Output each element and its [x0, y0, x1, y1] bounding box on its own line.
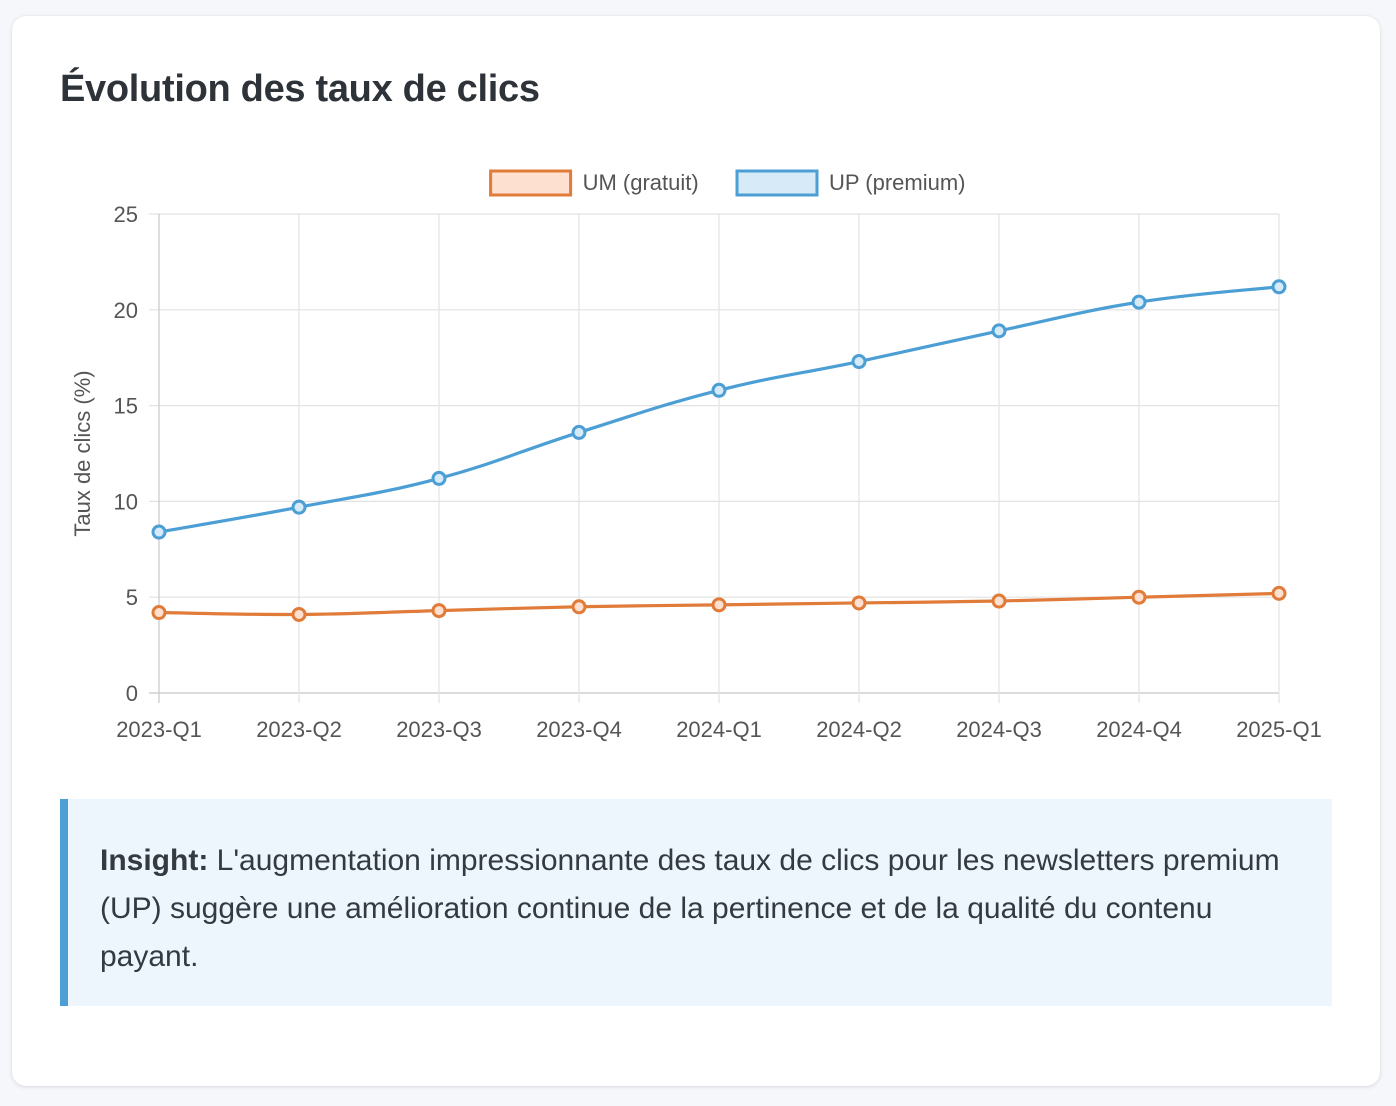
y-tick-label: 5	[126, 585, 138, 610]
data-point-up[interactable]	[431, 470, 447, 486]
y-tick-label: 10	[114, 489, 138, 514]
axes: 0 5 10 15 20 25 2023-Q1 2023-Q2 2023-Q3 2023-Q4 20…	[70, 202, 1322, 742]
legend-item-um[interactable]: UM (gratuit)	[489, 169, 699, 197]
y-axis-title: Taux de clics (%)	[70, 370, 95, 536]
data-point-um[interactable]	[1271, 585, 1287, 601]
grid-lines	[149, 213, 1280, 703]
x-tick-label: 2024-Q1	[676, 717, 762, 742]
legend-item-up[interactable]: UP (premium)	[735, 169, 966, 197]
x-tick-label: 2023-Q1	[116, 717, 202, 742]
data-point-um[interactable]	[991, 593, 1007, 609]
data-point-up[interactable]	[571, 424, 587, 440]
y-tick-label: 20	[114, 298, 138, 323]
series-lines	[151, 279, 1287, 622]
x-tick-label: 2023-Q3	[396, 717, 482, 742]
legend-swatch	[735, 169, 819, 197]
data-point-um[interactable]	[571, 599, 587, 615]
legend-swatch	[489, 169, 573, 197]
legend-label: UP (premium)	[829, 170, 966, 195]
insight-box: Insight: L'augmentation impressionnante …	[60, 799, 1332, 1006]
x-tick-label: 2023-Q4	[536, 717, 622, 742]
x-tick-label: 2023-Q2	[256, 717, 342, 742]
page-title: Évolution des taux de clics	[60, 68, 540, 110]
data-point-um[interactable]	[851, 595, 867, 611]
data-point-um[interactable]	[151, 605, 167, 621]
y-tick-label: 15	[114, 394, 138, 419]
y-tick-label: 25	[114, 202, 138, 227]
data-point-up[interactable]	[151, 524, 167, 540]
data-point-up[interactable]	[851, 354, 867, 370]
legend-label: UM (gratuit)	[583, 170, 699, 195]
data-point-um[interactable]	[711, 597, 727, 613]
line-chart: 0 5 10 15 20 25 2023-Q1 2023-Q2 2023-Q3 2023-Q4 20…	[70, 169, 1322, 742]
x-tick-label: 2024-Q2	[816, 717, 902, 742]
y-tick-label: 0	[126, 681, 138, 706]
data-point-up[interactable]	[1131, 294, 1147, 310]
data-point-up[interactable]	[991, 323, 1007, 339]
data-point-um[interactable]	[1131, 589, 1147, 605]
data-point-up[interactable]	[291, 499, 307, 515]
insight-label: Insight:	[100, 844, 209, 877]
legend[interactable]: UM (gratuit) UP (premium)	[489, 169, 966, 197]
data-point-up[interactable]	[1271, 279, 1287, 295]
data-point-um[interactable]	[431, 603, 447, 619]
x-tick-label: 2024-Q4	[1096, 717, 1182, 742]
insight-text: L'augmentation impressionnante des taux …	[100, 844, 1280, 973]
data-point-up[interactable]	[711, 382, 727, 398]
data-point-um[interactable]	[291, 606, 307, 622]
x-tick-label: 2025-Q1	[1236, 717, 1322, 742]
chart-card: Évolution des taux de clics 0 5 10 15 20 25 20…	[12, 16, 1380, 1086]
x-tick-label: 2024-Q3	[956, 717, 1042, 742]
